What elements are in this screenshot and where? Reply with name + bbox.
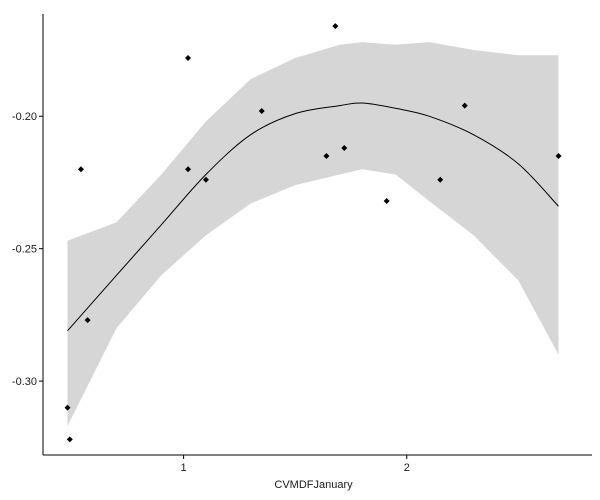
confidence-band [67, 42, 559, 427]
y-tick-label: -0.30 [12, 376, 37, 388]
y-ticks: -0.30 -0.25 -0.20 [12, 111, 43, 388]
y-tick-label: -0.20 [12, 111, 37, 123]
data-point-14 [555, 152, 562, 159]
fit-line-layer [67, 102, 559, 332]
data-point-6 [202, 176, 209, 183]
data-point-10 [341, 145, 348, 152]
data-point-13 [461, 102, 468, 109]
data-point-7 [258, 107, 265, 114]
data-point-3 [84, 317, 91, 324]
data-point-1 [66, 436, 73, 443]
data-point-9 [332, 23, 339, 30]
data-point-8 [323, 152, 330, 159]
data-point-12 [437, 176, 444, 183]
data-point-5 [185, 166, 192, 173]
data-point-4 [185, 54, 192, 61]
y-tick-label: -0.25 [12, 244, 37, 256]
fit-line [67, 102, 559, 332]
data-point-11 [383, 197, 390, 204]
confidence-band-layer [67, 42, 559, 427]
data-point-0 [64, 404, 71, 411]
x-axis-title: CVMDFJanuary [274, 479, 353, 491]
x-tick-label: 2 [404, 462, 410, 474]
data-point-2 [77, 166, 84, 173]
x-tick-label: 1 [181, 462, 187, 474]
data-points-layer [64, 23, 562, 443]
